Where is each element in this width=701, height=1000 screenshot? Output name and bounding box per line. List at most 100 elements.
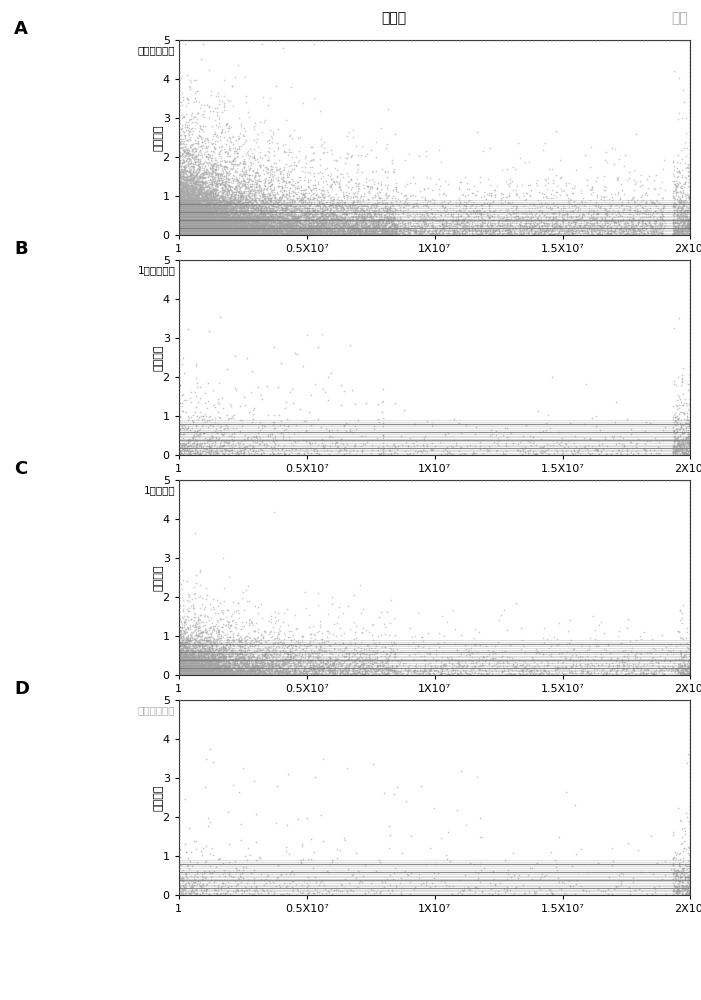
Point bbox=[177, 135, 189, 151]
Point bbox=[181, 643, 192, 659]
Point bbox=[313, 213, 325, 229]
Point bbox=[218, 194, 229, 210]
Point bbox=[184, 194, 195, 210]
Point bbox=[240, 226, 251, 242]
Point bbox=[215, 206, 226, 222]
Point bbox=[285, 223, 296, 239]
Point bbox=[505, 200, 516, 216]
Point bbox=[191, 208, 203, 224]
Point bbox=[561, 226, 572, 242]
Point bbox=[676, 440, 688, 456]
Point bbox=[179, 179, 191, 195]
Point bbox=[205, 213, 217, 229]
Point bbox=[285, 223, 297, 239]
Point bbox=[232, 207, 243, 223]
Point bbox=[186, 177, 197, 193]
Point bbox=[336, 196, 348, 212]
Point bbox=[631, 443, 642, 459]
Point bbox=[586, 207, 597, 223]
Point bbox=[311, 211, 322, 227]
Point bbox=[175, 220, 186, 236]
Point bbox=[179, 219, 190, 235]
Point bbox=[176, 220, 187, 236]
Point bbox=[370, 884, 381, 900]
Point bbox=[386, 223, 397, 239]
Point bbox=[274, 212, 285, 228]
Point bbox=[238, 649, 249, 665]
Point bbox=[192, 226, 203, 242]
Point bbox=[184, 178, 195, 194]
Point bbox=[177, 187, 189, 203]
Point bbox=[280, 432, 291, 448]
Point bbox=[275, 170, 286, 186]
Point bbox=[193, 215, 204, 231]
Point bbox=[184, 202, 195, 218]
Point bbox=[383, 225, 394, 241]
Point bbox=[196, 149, 207, 165]
Point bbox=[449, 223, 460, 239]
Point bbox=[642, 180, 653, 196]
Point bbox=[200, 223, 212, 239]
Point bbox=[581, 660, 592, 676]
Point bbox=[175, 144, 186, 160]
Point bbox=[639, 226, 650, 242]
Point bbox=[282, 645, 293, 661]
Point bbox=[353, 223, 365, 239]
Point bbox=[220, 198, 231, 214]
Point bbox=[238, 224, 250, 240]
Point bbox=[180, 198, 191, 214]
Point bbox=[185, 227, 196, 243]
Point bbox=[175, 127, 186, 143]
Point bbox=[176, 659, 187, 675]
Point bbox=[359, 211, 370, 227]
Point bbox=[673, 200, 684, 216]
Point bbox=[187, 663, 198, 679]
Point bbox=[314, 215, 325, 231]
Point bbox=[669, 226, 680, 242]
Point bbox=[196, 666, 207, 682]
Point bbox=[404, 224, 416, 240]
Point bbox=[309, 225, 320, 241]
Point bbox=[210, 212, 221, 228]
Point bbox=[252, 649, 264, 665]
Point bbox=[460, 200, 471, 216]
Point bbox=[475, 657, 486, 673]
Point bbox=[283, 653, 294, 669]
Point bbox=[299, 209, 310, 225]
Point bbox=[210, 664, 222, 680]
Point bbox=[204, 110, 215, 126]
Point bbox=[314, 220, 325, 236]
Point bbox=[244, 213, 255, 229]
Point bbox=[217, 657, 229, 673]
Point bbox=[261, 221, 272, 237]
Point bbox=[183, 435, 194, 451]
Point bbox=[208, 217, 219, 233]
Point bbox=[175, 660, 186, 676]
Point bbox=[240, 663, 251, 679]
Point bbox=[273, 667, 284, 683]
Point bbox=[651, 226, 662, 242]
Point bbox=[252, 179, 263, 195]
Point bbox=[203, 225, 215, 241]
Point bbox=[299, 873, 310, 889]
Point bbox=[238, 651, 249, 667]
Point bbox=[682, 884, 693, 900]
Point bbox=[201, 226, 212, 242]
Point bbox=[174, 212, 185, 228]
Point bbox=[259, 206, 270, 222]
Point bbox=[175, 216, 186, 232]
Point bbox=[641, 216, 652, 232]
Point bbox=[279, 215, 290, 231]
Point bbox=[358, 191, 369, 207]
Point bbox=[542, 218, 553, 234]
Point bbox=[683, 434, 695, 450]
Point bbox=[195, 219, 206, 235]
Point bbox=[616, 443, 627, 459]
Point bbox=[238, 224, 249, 240]
Point bbox=[193, 133, 204, 149]
Point bbox=[237, 203, 248, 219]
Point bbox=[192, 151, 203, 167]
Point bbox=[182, 170, 193, 186]
Point bbox=[517, 226, 528, 242]
Point bbox=[358, 220, 369, 236]
